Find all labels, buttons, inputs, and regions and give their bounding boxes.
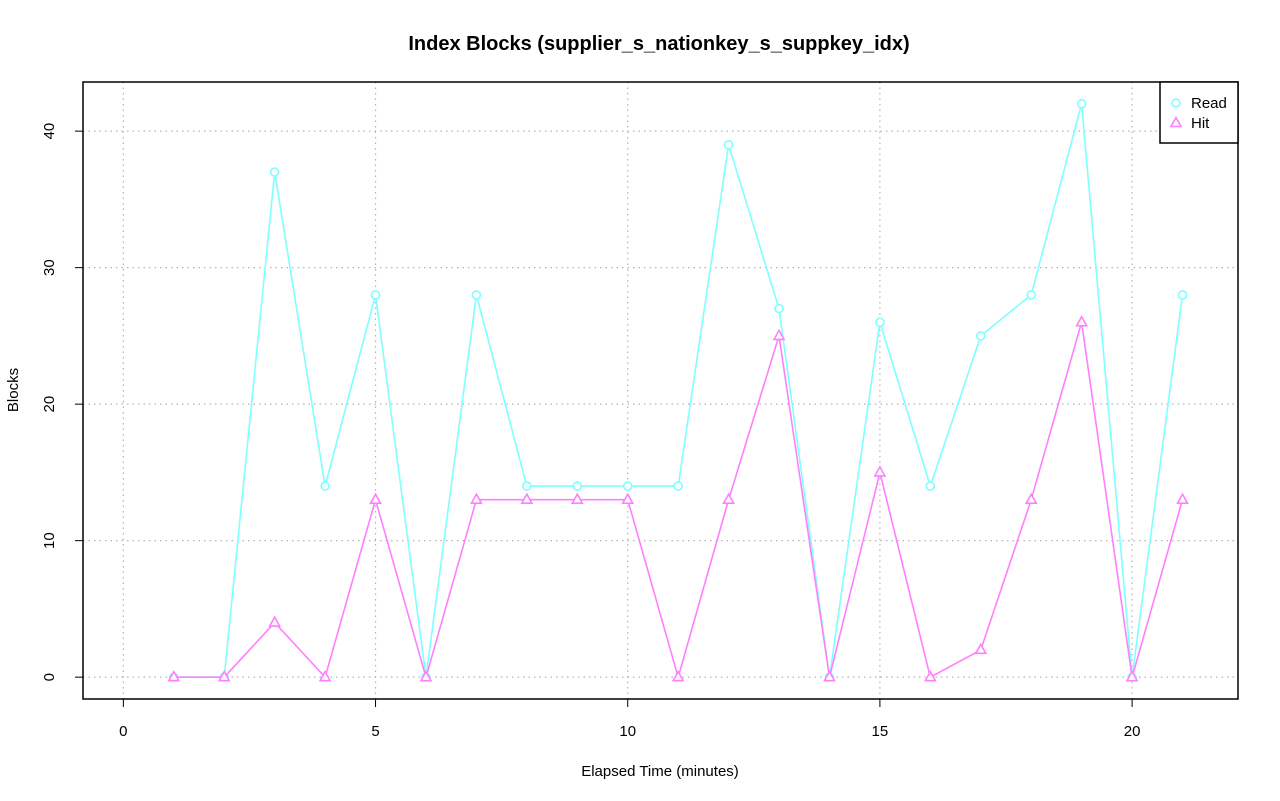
- data-point: [572, 481, 583, 491]
- data-point: [470, 492, 483, 505]
- data-point: [1177, 290, 1188, 300]
- data-point: [268, 615, 282, 627]
- x-axis-label: Elapsed Time (minutes): [581, 763, 739, 780]
- x-tick-label: 5: [371, 723, 379, 740]
- series-read: [168, 99, 1188, 682]
- legend-label: Hit: [1191, 115, 1210, 132]
- y-axis: 0 10 20 30 40: [41, 123, 83, 681]
- data-point: [923, 670, 937, 682]
- data-point: [217, 670, 231, 682]
- series-line: [173, 103, 1184, 679]
- legend: Read Hit: [1159, 81, 1239, 144]
- data-point: [419, 670, 433, 682]
- x-tick-label: 20: [1124, 723, 1141, 740]
- data-point: [925, 481, 936, 491]
- data-point: [1176, 492, 1189, 505]
- legend-label: Read: [1191, 95, 1227, 112]
- data-point: [723, 139, 734, 150]
- series-group: [167, 99, 1189, 682]
- legend-marker: [1169, 115, 1183, 128]
- data-point: [1076, 99, 1087, 109]
- data-point: [318, 670, 332, 682]
- y-axis-label: Blocks: [5, 368, 22, 412]
- data-point: [772, 328, 786, 341]
- data-point: [974, 642, 988, 655]
- x-tick-label: 15: [872, 723, 889, 740]
- y-tick-label: 40: [41, 123, 58, 140]
- data-point: [873, 465, 887, 477]
- y-tick-label: 30: [41, 259, 58, 276]
- grid-lines: [83, 82, 1238, 699]
- data-point: [269, 167, 280, 177]
- data-point: [522, 481, 532, 491]
- data-point: [823, 670, 836, 682]
- data-point: [370, 290, 381, 300]
- data-point: [369, 492, 382, 505]
- chart-title: Index Blocks (supplier_s_nationkey_s_sup…: [408, 33, 909, 55]
- plot-frame: [82, 81, 1239, 700]
- legend-marker: [1171, 98, 1181, 108]
- data-point: [1024, 492, 1038, 505]
- y-tick-label: 0: [41, 673, 58, 681]
- data-point: [1125, 670, 1139, 682]
- x-tick-label: 10: [619, 723, 636, 740]
- data-point: [621, 492, 635, 505]
- x-tick-label: 0: [119, 723, 127, 740]
- data-point: [975, 331, 986, 341]
- data-point: [622, 481, 633, 491]
- x-axis: 0 5 10 15 20: [119, 699, 1140, 740]
- y-tick-label: 20: [41, 396, 58, 413]
- y-tick-label: 10: [41, 532, 58, 549]
- data-point: [167, 670, 181, 682]
- data-point: [520, 492, 534, 505]
- data-point: [320, 481, 330, 491]
- data-point: [671, 670, 685, 682]
- data-point: [1026, 290, 1037, 300]
- data-point: [570, 492, 584, 505]
- legend-box: [1159, 81, 1239, 144]
- data-point: [1075, 315, 1089, 327]
- series-hit: [167, 315, 1189, 682]
- data-point: [673, 481, 683, 491]
- data-point: [774, 303, 784, 314]
- data-point: [875, 317, 885, 328]
- data-point: [471, 290, 482, 300]
- data-point: [722, 492, 735, 505]
